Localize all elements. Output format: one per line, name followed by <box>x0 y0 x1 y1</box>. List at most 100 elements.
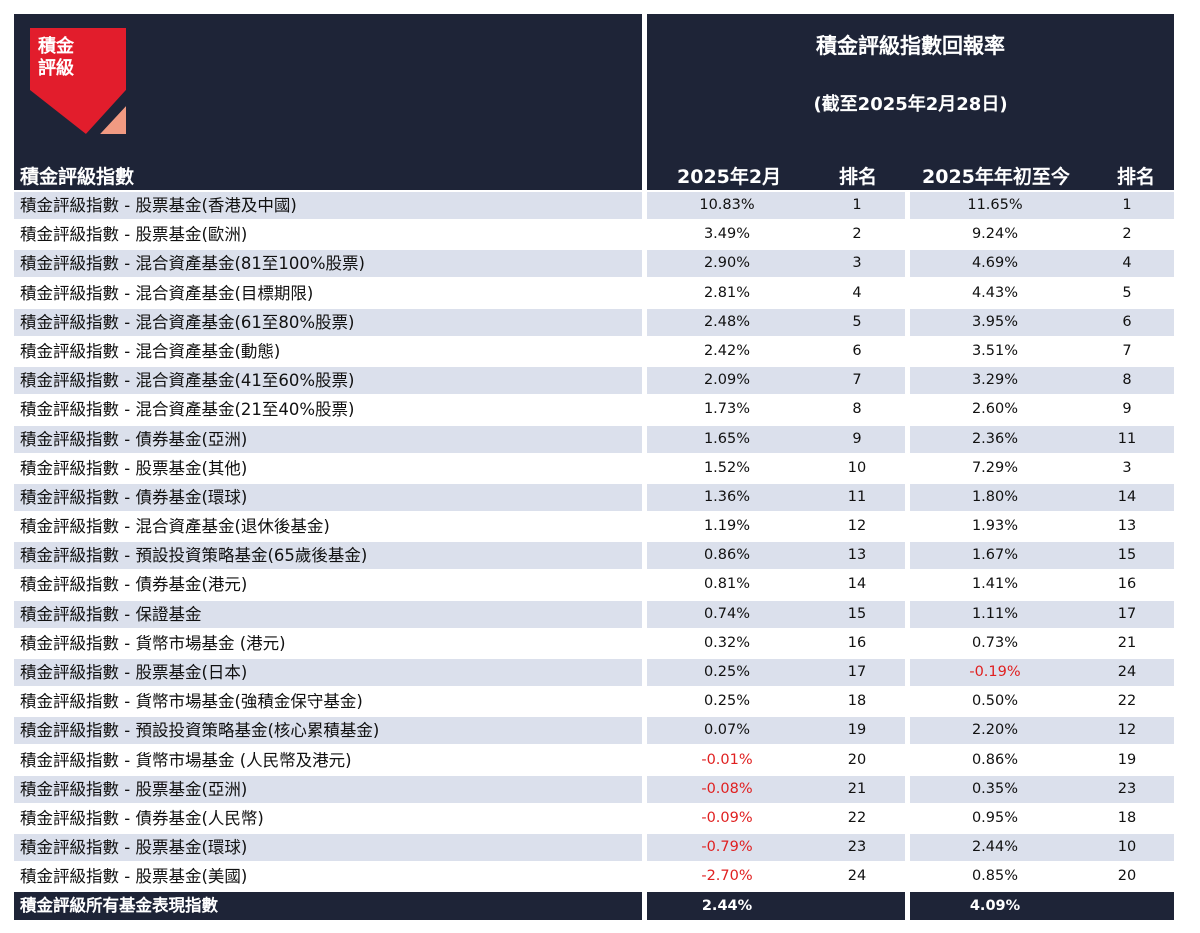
footer-ytd-value: 4.09% <box>969 898 1021 914</box>
table-footer: 積金評級所有基金表現指數 2.44% 4.09% <box>14 892 1174 920</box>
row-name: 積金評級指數 - 債券基金(環球) <box>14 483 642 511</box>
row-ytd-rank: 20 <box>1117 868 1137 885</box>
row-ytd-rank: 3 <box>1122 459 1132 476</box>
row-feb-rank: 7 <box>852 372 862 389</box>
table-row: 積金評級指數 - 債券基金(港元) 0.81% 14 1.41% 16 <box>14 570 1174 599</box>
row-feb-rank: 9 <box>852 430 862 447</box>
logo-text: 積金 評級 <box>38 36 74 80</box>
row-ytd-rank: 10 <box>1117 839 1137 856</box>
row-ytd-rank: 6 <box>1122 313 1132 330</box>
row-feb-value: -2.70% <box>701 868 753 885</box>
row-feb-value: 2.42% <box>703 342 751 359</box>
table-row: 積金評級指數 - 預設投資策略基金(65歲後基金) 0.86% 13 1.67% 15 <box>14 541 1174 570</box>
row-ytd-cell <box>910 659 1174 686</box>
footer-feb-value: 2.44% <box>701 898 753 914</box>
row-name: 積金評級指數 - 債券基金(亞洲) <box>14 425 642 453</box>
row-name: 積金評級指數 - 貨幣市場基金 (港元) <box>20 633 286 653</box>
row-feb-cell <box>647 192 905 219</box>
row-ytd-value: 3.29% <box>971 372 1019 389</box>
table-row: 積金評級指數 - 保證基金 0.74% 15 1.11% 17 <box>14 600 1174 629</box>
row-ytd-rank: 1 <box>1122 197 1132 213</box>
row-ytd-rank: 9 <box>1122 401 1132 418</box>
row-ytd-value: 0.50% <box>971 693 1019 710</box>
row-feb-cell <box>647 600 905 628</box>
row-feb-cell <box>647 367 905 395</box>
row-feb-value: -0.79% <box>701 839 753 856</box>
row-ytd-rank: 11 <box>1117 430 1137 447</box>
row-ytd-value: 0.73% <box>971 634 1019 651</box>
table-row: 積金評級指數 - 股票基金(環球) -0.79% 23 2.44% 10 <box>14 833 1174 862</box>
col-header-feb: 2025年2月 <box>677 166 782 188</box>
table-row: 積金評級指數 - 債券基金(亞洲) 1.65% 9 2.36% 11 <box>14 425 1174 454</box>
row-feb-value: 10.83% <box>699 197 755 213</box>
row-name: 積金評級指數 - 股票基金(香港及中國) <box>14 192 642 219</box>
row-name: 積金評級指數 - 股票基金(其他) <box>20 458 248 478</box>
row-name: 積金評級指數 - 貨幣市場基金 (人民幣及港元) <box>20 750 352 770</box>
row-feb-cell <box>647 250 905 278</box>
row-name: 積金評級指數 - 混合資產基金(目標期限) <box>20 283 314 303</box>
row-feb-value: 1.36% <box>703 488 751 505</box>
table-row: 積金評級指數 - 混合資產基金(21至40%股票) 1.73% 8 2.60% 9 <box>14 395 1174 424</box>
row-feb-cell <box>647 425 905 453</box>
row-name: 積金評級指數 - 預設投資策略基金(65歲後基金) <box>14 542 642 570</box>
row-name: 積金評級指數 - 混合資產基金(21至40%股票) <box>20 400 355 420</box>
page-title: 積金評級指數回報率 <box>816 34 1005 58</box>
row-ytd-rank: 21 <box>1117 634 1137 651</box>
col-header-ytd: 2025年年初至今 <box>922 166 1070 188</box>
row-feb-rank: 16 <box>847 634 867 651</box>
row-name: 積金評級指數 - 股票基金(亞洲) <box>14 775 642 803</box>
row-feb-value: -0.09% <box>701 809 753 826</box>
table-row: 積金評級指數 - 股票基金(亞洲) -0.08% 21 0.35% 23 <box>14 775 1174 804</box>
table-row: 積金評級指數 - 預設投資策略基金(核心累積基金) 0.07% 19 2.20% 12 <box>14 716 1174 745</box>
footer-feb-cell <box>647 892 905 920</box>
row-name: 積金評級指數 - 股票基金(日本) <box>14 659 642 686</box>
row-ytd-value: 7.29% <box>971 459 1019 476</box>
row-ytd-rank: 22 <box>1117 693 1137 710</box>
row-ytd-value: 9.24% <box>971 226 1019 243</box>
row-feb-value: 1.73% <box>703 401 751 418</box>
row-ytd-rank: 14 <box>1117 488 1137 505</box>
row-ytd-rank: 2 <box>1122 226 1132 243</box>
table-row: 積金評級指數 - 混合資產基金(41至60%股票) 2.09% 7 3.29% 8 <box>14 366 1174 395</box>
row-ytd-value: 1.80% <box>971 488 1019 505</box>
table-row: 積金評級指數 - 股票基金(日本) 0.25% 17 -0.19% 24 <box>14 658 1174 687</box>
row-ytd-value: -0.19% <box>969 664 1021 680</box>
table-row: 積金評級指數 - 混合資產基金(81至100%股票) 2.90% 3 4.69% 4 <box>14 249 1174 278</box>
row-ytd-cell <box>910 483 1174 511</box>
row-feb-value: 0.07% <box>703 722 751 739</box>
row-feb-rank: 14 <box>847 576 867 593</box>
row-ytd-rank: 12 <box>1117 722 1137 739</box>
row-feb-rank: 8 <box>852 401 862 418</box>
row-feb-rank: 12 <box>847 518 867 535</box>
row-ytd-value: 0.35% <box>971 780 1019 797</box>
row-feb-value: 3.49% <box>703 226 751 243</box>
row-ytd-cell <box>910 192 1174 219</box>
table-row: 積金評級指數 - 混合資產基金(61至80%股票) 2.48% 5 3.95% 6 <box>14 308 1174 337</box>
row-feb-value: 0.32% <box>703 634 751 651</box>
row-ytd-cell <box>910 717 1174 745</box>
row-feb-cell <box>647 775 905 803</box>
row-ytd-rank: 16 <box>1117 576 1137 593</box>
row-feb-rank: 15 <box>847 605 867 622</box>
row-ytd-rank: 19 <box>1117 751 1137 768</box>
row-ytd-value: 0.85% <box>971 868 1019 885</box>
footer-name: 積金評級所有基金表現指數 <box>14 892 642 920</box>
table-row: 積金評級指數 - 債券基金(人民幣) -0.09% 22 0.95% 18 <box>14 804 1174 833</box>
row-ytd-rank: 15 <box>1117 547 1137 564</box>
row-feb-value: -0.01% <box>701 751 753 768</box>
row-feb-value: 0.86% <box>703 547 751 564</box>
footer-ytd-cell <box>910 892 1174 920</box>
row-feb-rank: 2 <box>852 226 862 243</box>
table-row: 積金評級指數 - 股票基金(歐洲) 3.49% 2 9.24% 2 <box>14 220 1174 249</box>
row-feb-rank: 5 <box>852 313 862 330</box>
row-ytd-value: 1.93% <box>971 518 1019 535</box>
row-ytd-cell <box>910 542 1174 570</box>
table-row: 積金評級指數 - 混合資產基金(目標期限) 2.81% 4 4.43% 5 <box>14 279 1174 308</box>
row-ytd-value: 11.65% <box>967 197 1023 213</box>
row-ytd-value: 1.41% <box>971 576 1019 593</box>
table-row: 積金評級指數 - 混合資產基金(動態) 2.42% 6 3.51% 7 <box>14 337 1174 366</box>
row-ytd-value: 0.95% <box>971 809 1019 826</box>
header-right-panel: 積金評級指數回報率 (截至2025年2月28日) 2025年2月 排名 2025… <box>647 14 1174 190</box>
row-ytd-cell <box>910 425 1174 453</box>
row-name: 積金評級指數 - 混合資產基金(動態) <box>20 341 281 361</box>
